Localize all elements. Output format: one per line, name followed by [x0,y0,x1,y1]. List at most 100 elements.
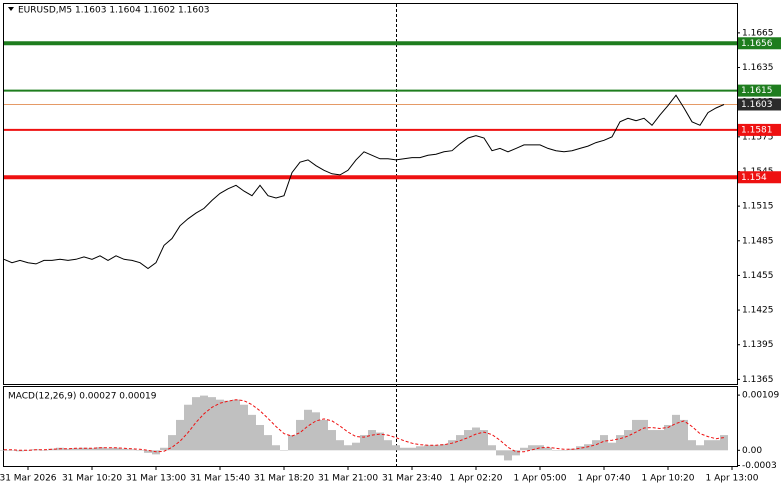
level-label-box [738,123,781,136]
histogram-bar [64,448,72,451]
histogram-bar [312,412,320,451]
histogram-bar [456,435,464,451]
histogram-bar [24,450,32,451]
histogram-bar [336,440,344,451]
histogram-bar [424,445,432,451]
histogram-bar [440,444,448,451]
x-tick-label: 31 Mar 18:20 [254,474,314,484]
level-label-box [738,37,781,50]
y-tick-label: 1.1665 [742,28,774,38]
histogram-bar [664,424,672,451]
histogram-bar [520,447,528,451]
y-tick-label: 0.00109 [742,391,779,401]
x-tick-label: 1 Apr 07:40 [578,474,631,484]
histogram-bar [328,430,336,451]
histogram-bar [480,430,488,451]
histogram-bar [176,419,184,451]
x-tick-label: 1 Apr 02:20 [450,474,503,484]
histogram-bar [272,445,280,451]
x-tick-label: 31 Mar 15:40 [190,474,250,484]
histogram-bar [136,450,144,451]
price-line [3,94,725,270]
histogram-bar [504,450,512,461]
macd-title: MACD(12,26,9) 0.00027 0.00019 [8,392,157,402]
histogram-bar [96,447,104,451]
histogram-bar [608,442,616,451]
histogram-bar [400,447,408,451]
histogram-bar [240,404,248,451]
x-tick-label: 31 Mar 10:20 [62,474,122,484]
histogram-bar [232,399,240,451]
histogram-bar [616,435,624,451]
level-label: 1.1615 [741,86,773,96]
histogram-bar [416,446,424,451]
histogram-bar [304,409,312,451]
macd-frame [3,386,738,467]
histogram-bar [160,447,168,451]
histogram-bar [16,450,24,452]
y-tick-label: 1.1455 [742,271,774,281]
histogram-bar [696,445,704,451]
histogram-bar [40,450,48,451]
histogram-bar [552,450,560,451]
histogram-bar [280,450,288,451]
y-tick-label: 1.1515 [742,202,774,212]
histogram-bar [320,419,328,451]
histogram-bar [344,445,352,451]
histogram-bar [448,440,456,451]
histogram-bar [264,435,272,451]
x-tick-label: 31 Mar 21:00 [318,474,378,484]
y-tick-label: 0.00 [742,446,762,456]
histogram-bar [720,435,728,451]
histogram-bar [496,450,504,456]
histogram-bar [632,419,640,451]
histogram-bar [536,445,544,451]
histogram-bar [216,399,224,451]
histogram-bar [192,397,200,451]
histogram-bar [624,430,632,451]
histogram-bar [512,450,520,456]
histogram-bar [576,446,584,451]
histogram-bar [296,419,304,451]
y-tick-label: 1.1485 [742,236,774,246]
histogram-bar [360,435,368,451]
histogram-bar [528,445,536,451]
histogram-bar [376,432,384,451]
histogram-bar [288,435,296,451]
level-label-box [738,84,781,97]
level-label-box [738,98,781,111]
histogram-bar [184,404,192,451]
histogram-bar [688,440,696,451]
histogram-bar [144,450,152,453]
y-tick-label: 1.1365 [742,375,774,385]
x-tick-label: 31 Mar 13:00 [126,474,186,484]
histogram-bar [224,400,232,451]
histogram-bar [72,448,80,451]
menu-arrow [8,7,14,11]
histogram-bar [472,427,480,451]
histogram-bar [680,419,688,451]
histogram-bar [392,445,400,451]
histogram-bar [648,430,656,451]
histogram-bar [712,440,720,451]
histogram-bar [488,445,496,451]
histogram-bar [88,448,96,451]
level-label: 1.1656 [741,39,773,49]
histogram-bar [560,450,568,451]
histogram-bar [152,450,160,455]
y-tick-label: 1.1635 [742,63,774,73]
histogram-bar [640,419,648,451]
y-tick-label: 1.1395 [742,340,774,350]
histogram-bar [128,449,136,451]
y-tick-label: 1.1575 [742,132,774,142]
y-tick-label: 1.1425 [742,306,774,316]
histogram-bar [352,442,360,451]
x-tick-label: 1 Apr 10:20 [642,474,695,484]
histogram-bar [112,447,120,451]
x-tick-label: 1 Apr 05:00 [514,474,567,484]
x-tick-label: 1 Apr 13:00 [706,474,759,484]
signal-line [4,399,725,453]
histogram-bar [200,395,208,451]
histogram-bar [408,447,416,451]
